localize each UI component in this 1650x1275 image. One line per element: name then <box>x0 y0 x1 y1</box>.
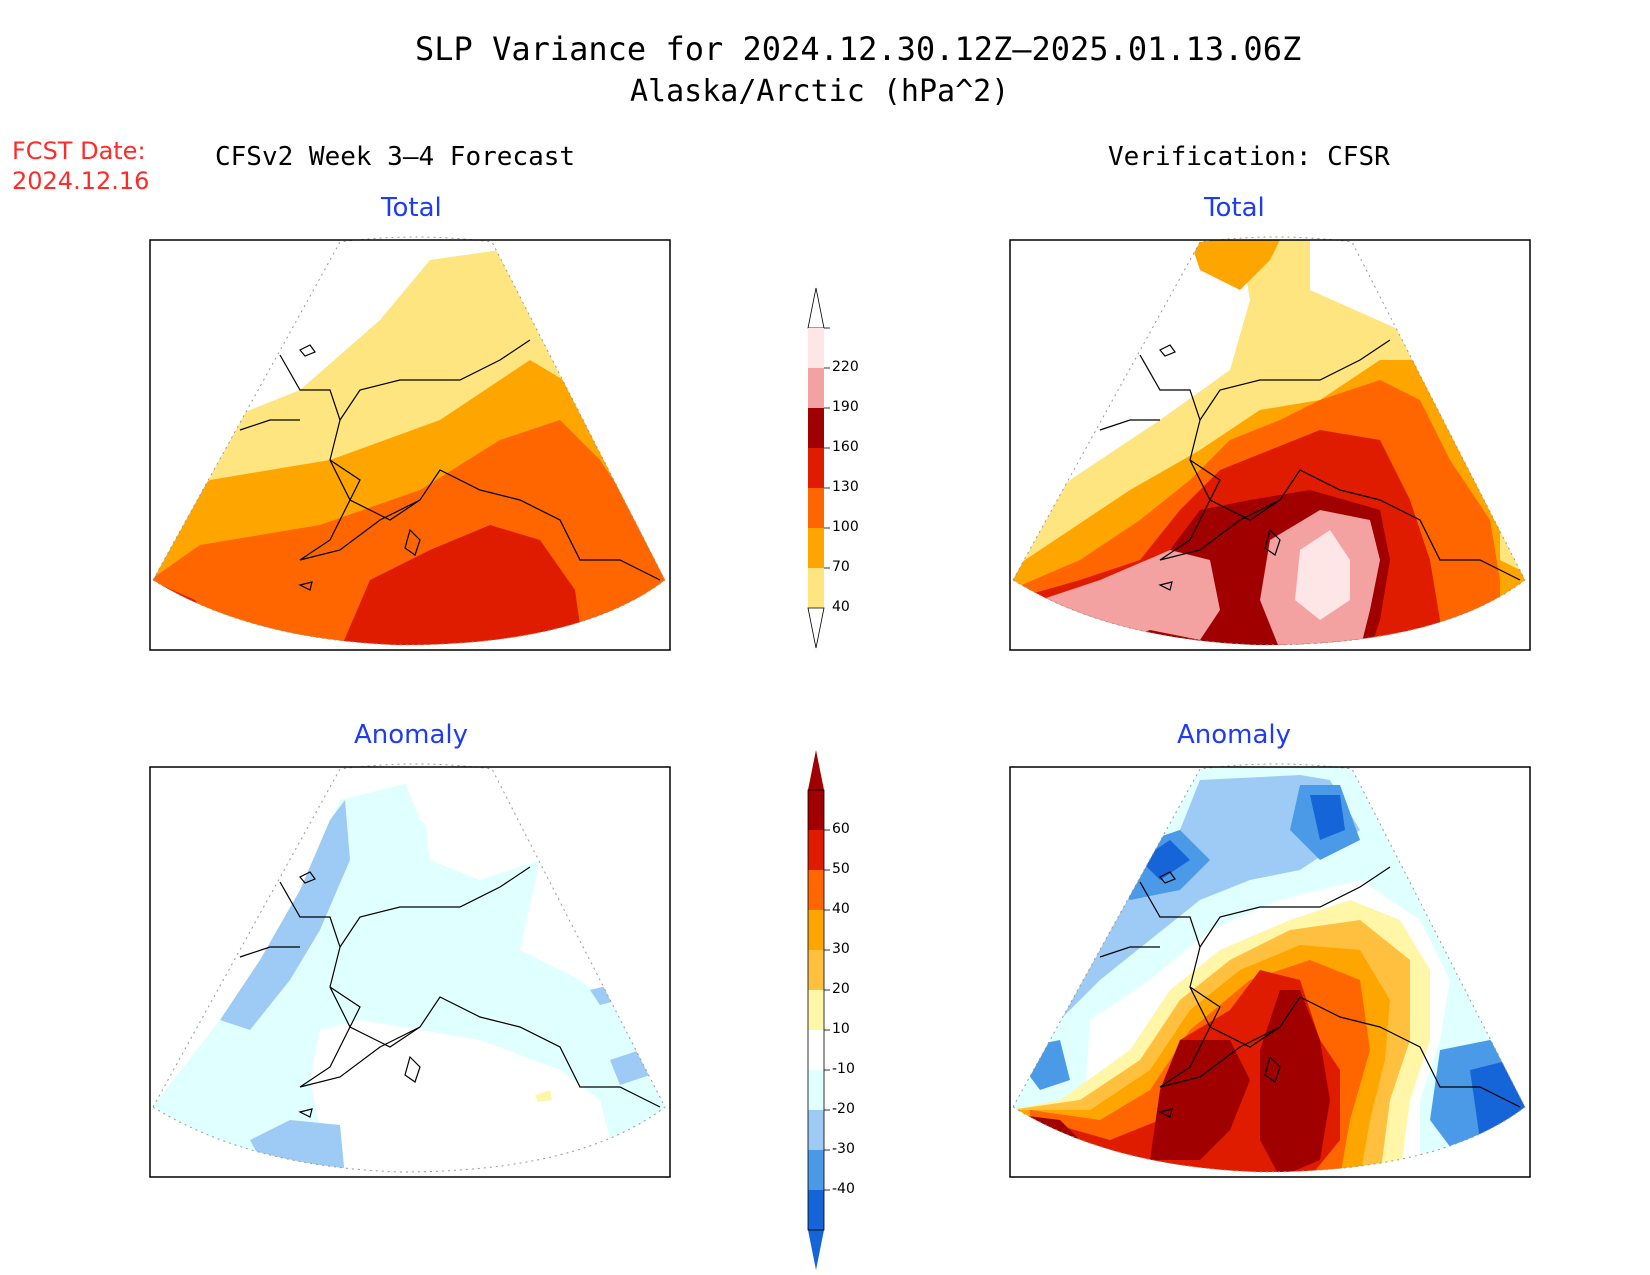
colorbar-segment <box>808 1150 824 1190</box>
colorbar-segment <box>808 830 824 870</box>
colorbar-segment <box>808 790 824 830</box>
verification-total-map <box>1009 236 1531 651</box>
colorbar-bottom-arrow <box>808 1230 824 1270</box>
contour-10-20 <box>535 1090 552 1102</box>
colorbar-tick-label: 60 <box>832 821 850 837</box>
contour-60-b <box>1260 990 1330 1172</box>
contour-70-100-top <box>1190 240 1280 290</box>
colorbar-tick-label: 100 <box>832 519 859 535</box>
contour-220 <box>1295 530 1350 620</box>
left-column-header: CFSv2 Week 3—4 Forecast <box>215 142 576 172</box>
colorbar-segment <box>808 448 824 488</box>
colorbar-segment <box>808 328 824 368</box>
contour-130-160 <box>340 525 580 645</box>
colorbar-tick-label: -10 <box>832 1061 855 1077</box>
plot-title: SLP Variance for 2024.12.30.12Z—2025.01.… <box>415 30 1302 68</box>
contour-n10-clear-2 <box>400 770 520 850</box>
colorbar-segment <box>808 1190 824 1230</box>
contour-n20-n30-a <box>220 800 350 1030</box>
contour-n20-n30 <box>1013 775 1360 1030</box>
colorbar-tick-label: -20 <box>832 1101 855 1117</box>
contour-n40-a <box>1140 840 1190 880</box>
top-right-panel-title: Total <box>1204 193 1265 223</box>
colorbar-tick-label: 160 <box>832 439 859 455</box>
right-column-header: Verification: CFSR <box>1108 142 1390 172</box>
coastline <box>1099 866 1521 1118</box>
verification-anomaly-map <box>1009 763 1531 1178</box>
colorbar-segment <box>808 1070 824 1110</box>
colorbar-tick-label: 130 <box>832 479 859 495</box>
colorbar-top-arrow <box>807 287 825 329</box>
contour-n40-b <box>1310 795 1345 840</box>
fcst-date-label: FCST Date: <box>12 137 146 165</box>
colorbar-tick-label: 20 <box>832 981 850 997</box>
colorbar-segment <box>808 990 824 1030</box>
colorbar-segment <box>808 910 824 950</box>
colorbar-tick-label: -40 <box>832 1181 855 1197</box>
colorbar-segment <box>808 528 824 568</box>
colorbar-tick-label: -30 <box>832 1141 855 1157</box>
fcst-date-value: 2024.12.16 <box>12 167 150 195</box>
colorbar-segment <box>808 870 824 910</box>
colorbar-segment <box>808 408 824 448</box>
colorbar-tick-label: 190 <box>832 399 859 415</box>
coastline <box>1099 339 1521 591</box>
bottom-left-panel-title: Anomaly <box>354 720 469 750</box>
forecast-anomaly-map <box>149 763 671 1178</box>
colorbar-total <box>807 287 830 649</box>
colorbar-tick-label: 40 <box>832 901 850 917</box>
coastline <box>239 866 661 1118</box>
colorbar-tick-label: 40 <box>832 599 850 615</box>
colorbar-bottom-arrow <box>807 607 825 649</box>
top-left-panel-title: Total <box>381 193 442 223</box>
colorbar-tick-label: 220 <box>832 359 859 375</box>
colorbar-segment <box>808 1110 824 1150</box>
colorbar-segment <box>808 488 824 528</box>
colorbar-segment <box>808 368 824 408</box>
contour-n10-clear <box>310 1020 620 1172</box>
colorbar-segment <box>808 950 824 990</box>
contour-60-a <box>1150 1040 1250 1160</box>
forecast-total-map <box>149 236 671 651</box>
colorbar-segment <box>808 1030 824 1070</box>
colorbar-tick-label: 50 <box>832 861 850 877</box>
colorbar-tick-label: 70 <box>832 559 850 575</box>
bottom-right-panel-title: Anomaly <box>1177 720 1292 750</box>
colorbar-tick-label: 30 <box>832 941 850 957</box>
plot-subtitle: Alaska/Arctic (hPa^2) <box>630 74 1010 109</box>
colorbar-segment <box>808 568 824 608</box>
colorbar-top-arrow <box>808 750 824 790</box>
coastline <box>239 339 661 591</box>
colorbar-outline <box>807 789 825 1231</box>
colorbar-anomaly <box>807 750 830 1270</box>
colorbar-tick-label: 10 <box>832 1021 850 1037</box>
contour-n30-c <box>1013 1040 1070 1090</box>
